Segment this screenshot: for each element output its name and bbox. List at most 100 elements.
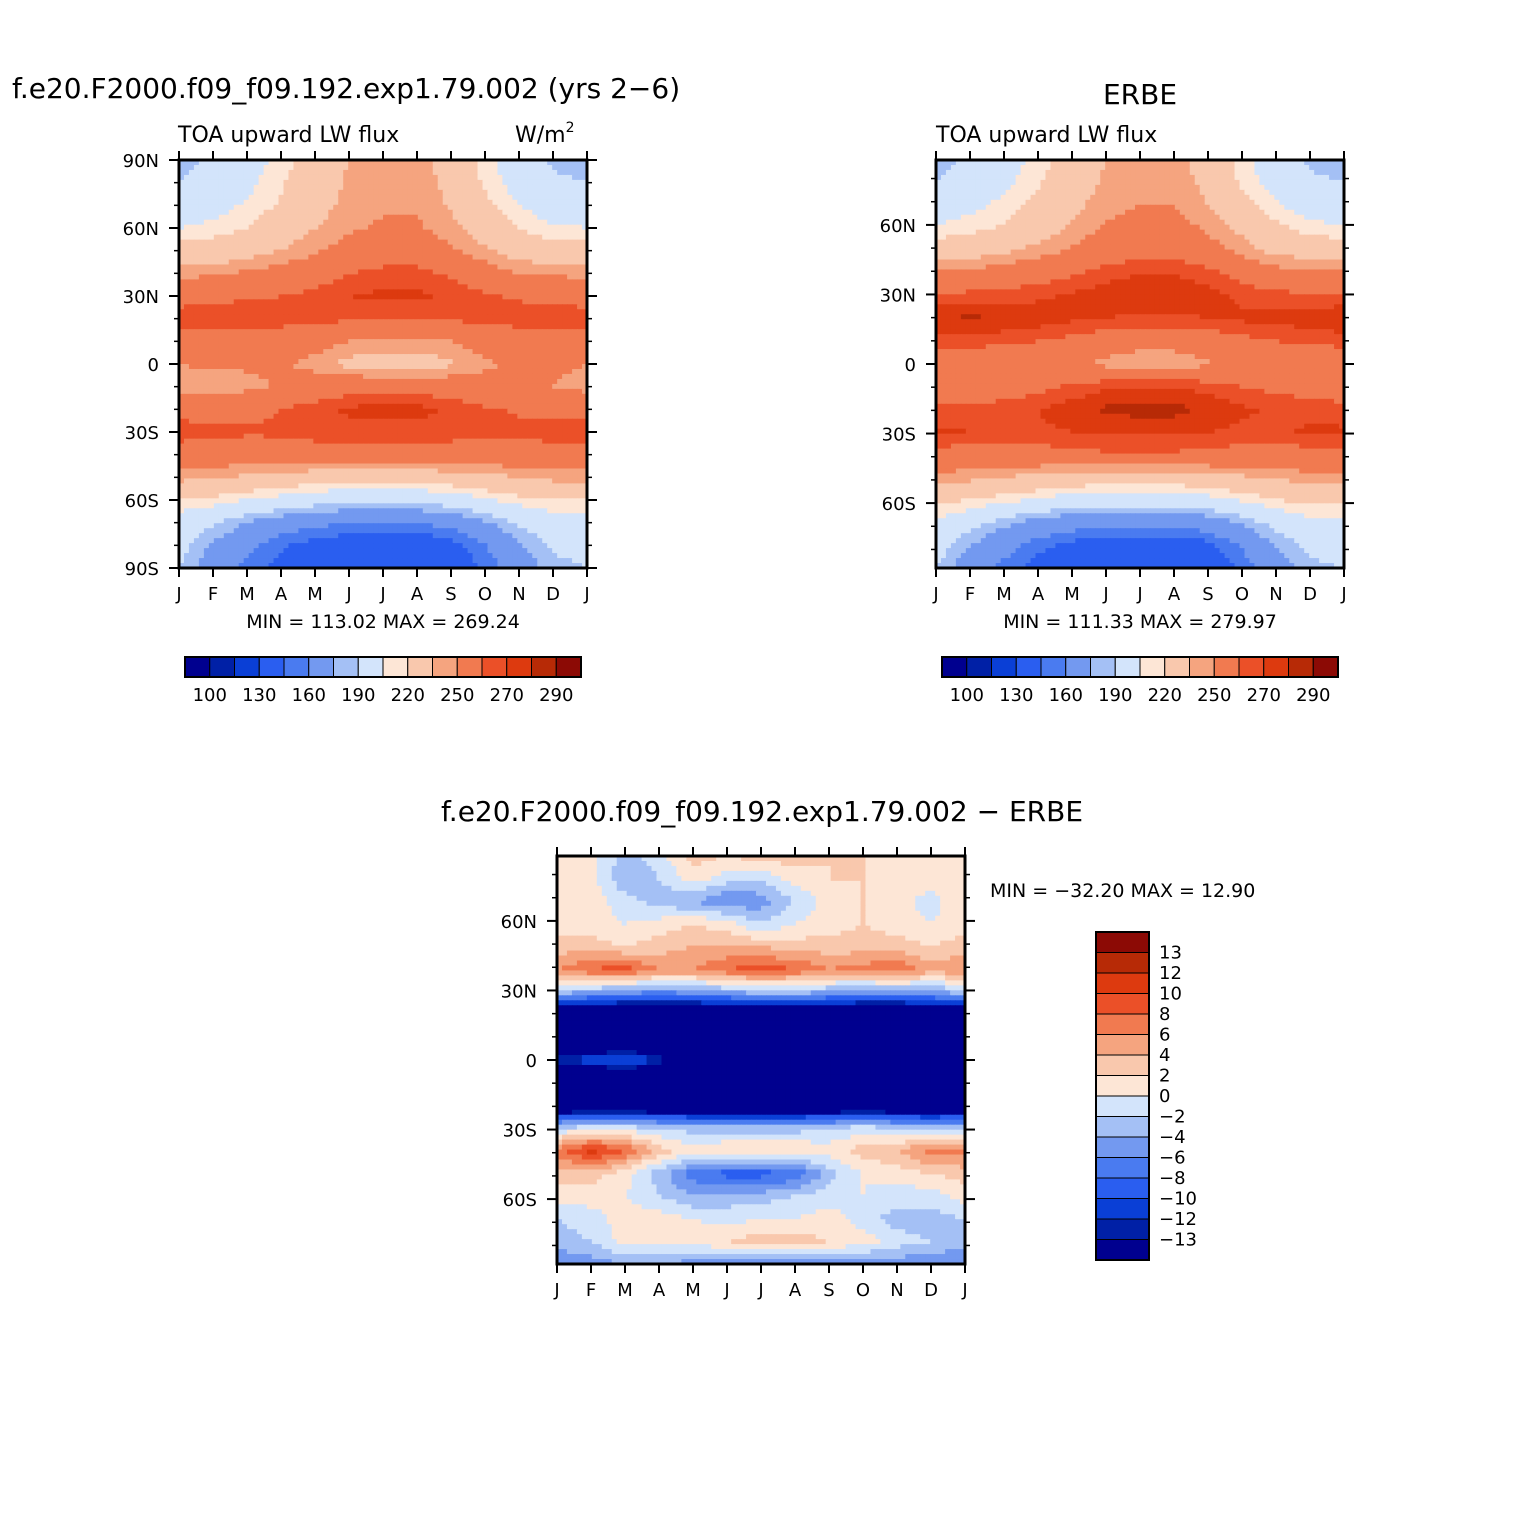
field-cell	[254, 409, 260, 415]
field-cell	[433, 454, 439, 460]
field-cell	[478, 309, 484, 315]
field-cell	[448, 220, 454, 226]
field-cell	[527, 180, 533, 186]
field-cell	[274, 294, 280, 300]
field-cell	[492, 364, 498, 370]
field-cell	[507, 165, 513, 171]
field-cell	[328, 334, 334, 340]
field-cell	[537, 230, 543, 236]
field-cell	[283, 165, 289, 171]
field-cell	[572, 409, 578, 415]
field-cell	[547, 374, 553, 380]
field-cell	[547, 235, 553, 241]
field-cell	[567, 299, 573, 305]
field-cell	[517, 424, 523, 430]
field-cell	[348, 374, 354, 380]
field-cell	[552, 264, 558, 270]
field-cell	[204, 225, 210, 231]
field-cell	[363, 235, 369, 241]
field-cell	[577, 165, 583, 171]
field-cell	[239, 374, 245, 380]
field-cell	[249, 449, 255, 455]
field-cell	[343, 264, 349, 270]
field-cell	[189, 294, 195, 300]
field-cell	[199, 379, 205, 385]
field-cell	[239, 444, 245, 450]
field-cell	[264, 434, 270, 440]
field-cell	[557, 384, 563, 390]
field-cell	[189, 299, 195, 305]
field-cell	[453, 449, 459, 455]
field-cell	[333, 205, 339, 211]
field-cell	[363, 424, 369, 430]
field-cell	[473, 215, 479, 221]
field-cell	[353, 274, 359, 280]
field-cell	[274, 255, 280, 261]
field-cell	[423, 414, 429, 420]
field-cell	[453, 185, 459, 191]
field-cell	[448, 210, 454, 216]
field-cell	[547, 220, 553, 226]
field-cell	[567, 165, 573, 171]
field-cell	[303, 324, 309, 330]
field-cell	[204, 230, 210, 236]
field-cell	[378, 205, 384, 211]
field-cell	[209, 449, 215, 455]
field-cell	[368, 205, 374, 211]
field-cell	[418, 414, 424, 420]
field-cell	[492, 269, 498, 275]
field-cell	[184, 175, 190, 181]
field-cell	[512, 374, 518, 380]
field-cell	[552, 344, 558, 350]
field-cell	[234, 334, 240, 340]
field-cell	[348, 419, 354, 425]
field-cell	[507, 175, 513, 181]
field-cell	[214, 369, 220, 375]
field-cell	[338, 284, 344, 290]
field-cell	[204, 374, 210, 380]
field-cell	[204, 314, 210, 320]
field-cell	[328, 374, 334, 380]
field-cell	[453, 399, 459, 405]
field-cell	[338, 250, 344, 256]
field-cell	[453, 434, 459, 440]
field-cell	[239, 379, 245, 385]
field-cell	[269, 200, 275, 206]
field-cell	[244, 284, 250, 290]
field-cell	[562, 269, 568, 275]
field-cell	[293, 230, 299, 236]
field-cell	[507, 329, 513, 335]
field-cell	[572, 324, 578, 330]
field-cell	[303, 374, 309, 380]
field-cell	[303, 414, 309, 420]
field-cell	[487, 245, 493, 251]
field-cell	[492, 279, 498, 285]
field-cell	[194, 369, 200, 375]
field-cell	[244, 299, 250, 305]
field-cell	[468, 374, 474, 380]
field-cell	[473, 210, 479, 216]
field-cell	[259, 210, 265, 216]
field-cell	[418, 284, 424, 290]
field-cell	[293, 190, 299, 196]
field-cell	[497, 170, 503, 176]
field-cell	[229, 205, 235, 211]
field-cell	[184, 369, 190, 375]
field-cell	[199, 409, 205, 415]
field-cell	[358, 324, 364, 330]
field-cell	[522, 424, 528, 430]
field-cell	[368, 235, 374, 241]
field-cell	[199, 274, 205, 280]
field-cell	[557, 225, 563, 231]
field-cell	[507, 394, 513, 400]
field-cell	[378, 215, 384, 221]
field-cell	[483, 289, 489, 295]
field-cell	[473, 354, 479, 360]
field-cell	[353, 284, 359, 290]
field-cell	[557, 284, 563, 290]
field-cell	[343, 170, 349, 176]
field-cell	[552, 185, 558, 191]
field-cell	[373, 284, 379, 290]
field-cell	[532, 279, 538, 285]
field-cell	[537, 384, 543, 390]
